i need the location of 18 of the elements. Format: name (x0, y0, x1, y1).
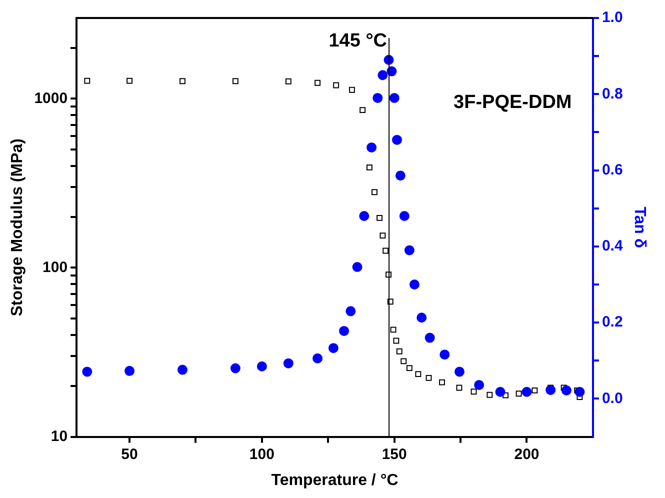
y-tick-label: 1000 (34, 90, 68, 107)
y2-axis-title: Tan δ (630, 206, 648, 248)
y-tick-label: 10 (50, 428, 68, 445)
ref-line-label: 145 °C (328, 30, 388, 52)
y2-tick-label: 0.2 (602, 314, 623, 331)
x-tick-label: 50 (121, 446, 138, 463)
x-tick-label: 200 (514, 446, 540, 463)
y2-tick-label: 0.8 (602, 85, 623, 102)
y2-tick-label: 1.0 (602, 9, 623, 26)
y-axis-title: Storage Modulus (MPa) (9, 138, 26, 316)
y2-tick-label: 0.0 (602, 390, 623, 407)
y2-tick-label: 0.4 (602, 238, 624, 255)
y-tick-label: 100 (42, 258, 68, 276)
x-axis-title: Temperature / °C (271, 472, 399, 489)
x-tick-label: 150 (382, 446, 407, 463)
x-tick-label: 100 (249, 446, 274, 463)
y2-tick-label: 0.6 (602, 161, 623, 178)
annotation: 3F-PQE-DDM (454, 92, 572, 114)
